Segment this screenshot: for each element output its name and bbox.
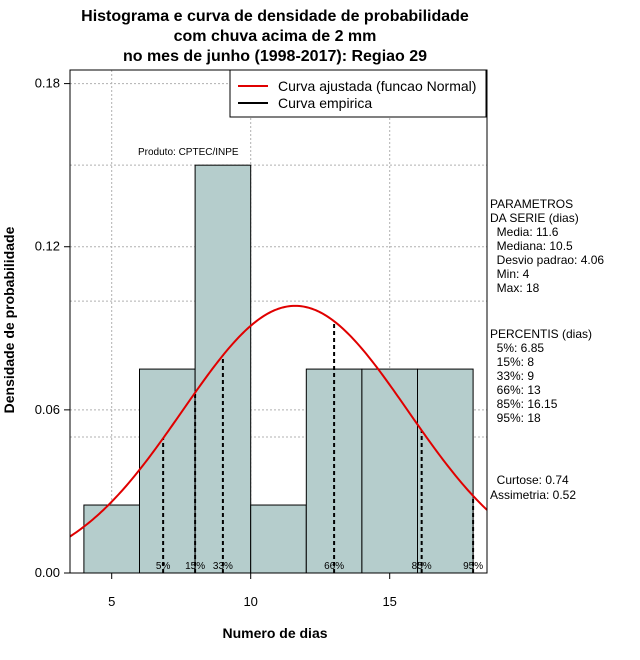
histogram-bar-4 xyxy=(250,504,307,574)
shape-group-line-1: Curtose: 0.74 xyxy=(490,473,569,487)
percentiles-info: PERCENTIS (dias) 5%: 6.85 15%: 8 33%: 9 … xyxy=(490,327,592,425)
stats-group-line-3: Media: 11.6 xyxy=(490,225,559,239)
stats-group-line-4: Mediana: 10.5 xyxy=(490,239,573,253)
shape-group-line-2: Assimetria: 0.52 xyxy=(490,488,576,502)
x-axis-label: Numero de dias xyxy=(222,625,327,641)
histogram-bar-2 xyxy=(139,368,196,574)
percentile-label-4: 66% xyxy=(324,561,344,572)
percentile-label-6: 95% xyxy=(463,561,483,572)
legend-label-2: Curva empirica xyxy=(278,95,372,111)
y-tick-label: 0.06 xyxy=(35,402,60,417)
title-line-3: no mes de junho (1998-2017): Regiao 29 xyxy=(123,48,427,65)
pctinfo-group-line-1: PERCENTIS (dias) xyxy=(490,327,592,341)
percentile-label-5: 85% xyxy=(412,561,432,572)
histogram-bar-6 xyxy=(361,368,418,574)
histogram-bar-1 xyxy=(83,504,140,574)
stats-group-line-6: Min: 4 xyxy=(490,267,530,281)
pctinfo-group-line-7: 95%: 18 xyxy=(490,411,541,425)
stats-group-line-5: Desvio padrao: 4.06 xyxy=(490,253,604,267)
percentile-label-3: 33% xyxy=(213,561,233,572)
y-tick-label: 0.12 xyxy=(35,239,60,254)
product-annotation: Produto: CPTEC/INPE xyxy=(138,147,239,158)
pctinfo-group-line-5: 66%: 13 xyxy=(490,383,541,397)
normal-curve-line xyxy=(69,304,488,538)
pctinfo-group-line-6: 85%: 16.15 xyxy=(490,397,558,411)
x-tick-label: 5 xyxy=(108,594,115,609)
pctinfo-group-line-2: 5%: 6.85 xyxy=(490,341,544,355)
percentile-lines: 5% 15% 33% 66% 85% 95% xyxy=(156,321,483,573)
y-tick-label: 0.00 xyxy=(35,565,60,580)
title-line-1: Histograma e curva de densidade de proba… xyxy=(81,8,469,25)
legend-box xyxy=(229,69,487,118)
axes: 5 10 15 0.00 0.06 0.12 0.18 xyxy=(35,76,397,609)
x-tick-label: 10 xyxy=(243,594,257,609)
y-tick-label: 0.18 xyxy=(35,76,60,91)
normal-curve xyxy=(69,304,488,538)
legend: Curva ajustada (funcao Normal)Curva empi… xyxy=(229,69,487,118)
title-line-2: com chuva acima de 2 mm xyxy=(174,28,377,45)
stats-group-line-2: DA SERIE (dias) xyxy=(490,211,579,225)
stats-group-line-1: PARAMETROS xyxy=(490,197,573,211)
legend-label-1: Curva ajustada (funcao Normal) xyxy=(278,78,476,94)
chart-title: Histograma e curva de densidade de proba… xyxy=(81,8,469,65)
y-axis-label: Densidade de probabilidade xyxy=(1,226,17,413)
percentile-label-2: 15% xyxy=(185,561,205,572)
x-tick-label: 15 xyxy=(382,594,396,609)
histogram-bar-7 xyxy=(417,368,474,574)
pctinfo-group-line-4: 33%: 9 xyxy=(490,369,534,383)
histogram-bars xyxy=(83,164,474,574)
stats-group-line-7: Max: 18 xyxy=(490,281,540,295)
percentile-label-1: 5% xyxy=(156,561,171,572)
pctinfo-group-line-3: 15%: 8 xyxy=(490,355,534,369)
